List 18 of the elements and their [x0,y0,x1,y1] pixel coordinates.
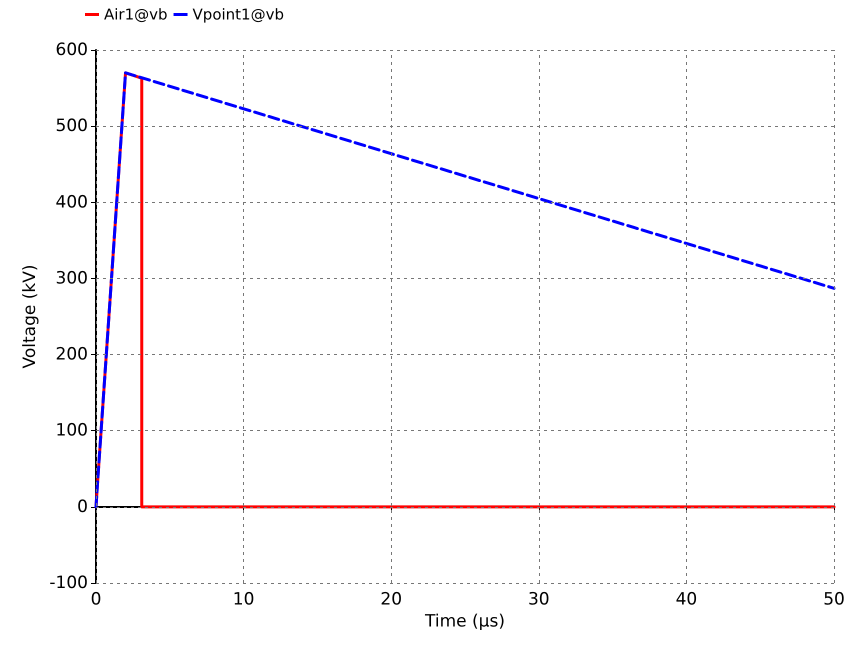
legend-label: Air1@vb [104,6,168,24]
y-tick-label: 300 [56,268,88,288]
y-tick-label: 0 [77,496,88,517]
x-axis-title: Time (µs) [424,611,505,632]
y-tick-label: 200 [56,344,88,365]
y-tick-label: -100 [49,573,88,593]
x-tick-label: 10 [232,590,254,610]
y-tick-label: 600 [56,40,88,60]
legend-label: Vpoint1@vb [192,6,284,24]
y-axis-title: Voltage (kV) [20,264,40,368]
y-tick-label: 100 [56,420,88,441]
y-tick-label: 500 [56,116,88,136]
x-tick-label: 50 [823,590,845,610]
x-tick-label: 40 [676,590,698,610]
x-tick-label: 20 [380,590,402,610]
x-tick-label: 30 [528,590,550,610]
x-tick-label: 0 [90,590,102,610]
y-tick-label: 400 [56,192,88,212]
